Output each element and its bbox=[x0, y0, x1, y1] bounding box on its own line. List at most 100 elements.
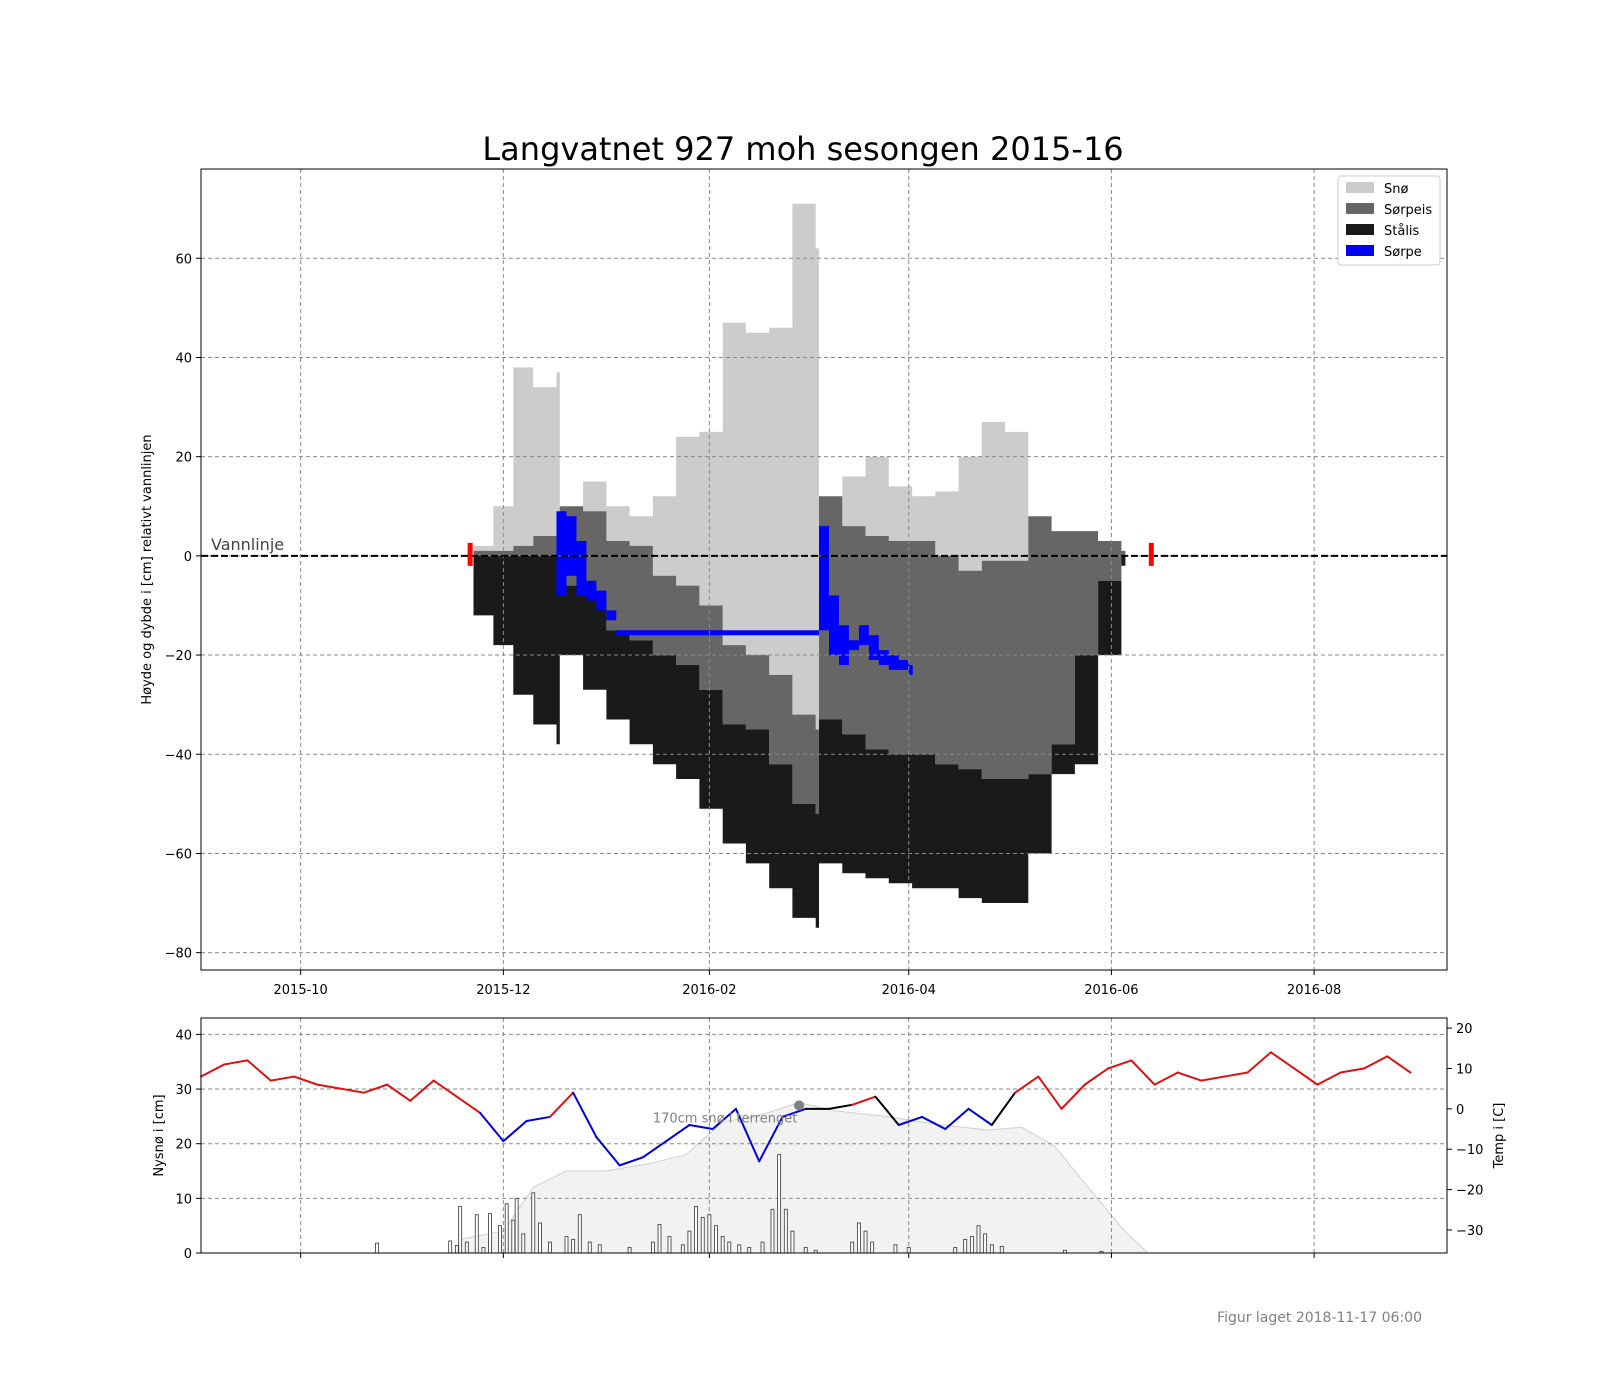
annotation-label: 170cm snø i terrenget bbox=[653, 1111, 797, 1126]
y-tick-label: 10 bbox=[175, 1192, 192, 1207]
temperature-segment bbox=[1246, 1051, 1272, 1074]
annotation-marker bbox=[794, 1100, 805, 1111]
y-tick-label: −80 bbox=[165, 947, 192, 962]
temperature-segment bbox=[874, 1095, 900, 1127]
legend-swatch-stalis bbox=[1346, 224, 1374, 235]
legend-swatch-sorpe bbox=[1346, 245, 1374, 256]
new-snow-bar bbox=[989, 1244, 994, 1254]
new-snow-bar bbox=[687, 1230, 692, 1254]
new-snow-bar bbox=[531, 1192, 536, 1254]
new-snow-bar bbox=[770, 1208, 775, 1254]
new-snow-bar bbox=[667, 1236, 672, 1254]
new-snow-bar bbox=[504, 1203, 509, 1254]
legend: Snø Sørpeis Stålis Sørpe bbox=[1337, 175, 1441, 266]
legend-label-stalis: Stålis bbox=[1384, 224, 1420, 239]
temperature-segment bbox=[269, 1075, 296, 1082]
new-snow-bar bbox=[700, 1217, 705, 1254]
new-snow-bar bbox=[976, 1225, 981, 1254]
temperature-segment bbox=[1293, 1067, 1319, 1086]
legend-label-sno: Snø bbox=[1384, 182, 1408, 197]
new-snow-bar bbox=[538, 1222, 542, 1254]
temperature-segment bbox=[990, 1091, 1017, 1127]
y-tick-label: 20 bbox=[175, 451, 192, 466]
plot-frame bbox=[200, 1017, 1448, 1254]
legend-swatch-sorpeis bbox=[1346, 203, 1374, 214]
new-snow-bar bbox=[906, 1247, 911, 1254]
y2-tick-label: −30 bbox=[1456, 1224, 1483, 1239]
new-snow-bar bbox=[498, 1225, 502, 1254]
temperature-segment bbox=[1130, 1059, 1156, 1086]
temperature-segment bbox=[362, 1083, 389, 1094]
temperature-segment bbox=[595, 1136, 621, 1167]
new-snow-bar bbox=[597, 1244, 602, 1254]
legend-swatch-sno bbox=[1346, 182, 1374, 193]
new-snow-bar bbox=[863, 1230, 868, 1254]
new-snow-bar bbox=[747, 1247, 752, 1254]
new-snow-bar bbox=[783, 1208, 788, 1254]
y-tick-label: 60 bbox=[175, 252, 192, 267]
new-snow-bar bbox=[547, 1241, 552, 1254]
temperature-segment bbox=[1037, 1075, 1063, 1110]
new-snow-bar bbox=[714, 1225, 718, 1254]
temperature-segment bbox=[1223, 1071, 1249, 1078]
new-snow-bar bbox=[564, 1236, 569, 1254]
temperature-segment bbox=[944, 1107, 970, 1131]
y-tick-label: 30 bbox=[175, 1083, 192, 1098]
y2-axis-label: Temp i [C] bbox=[1492, 1103, 1507, 1170]
temperature-segment bbox=[967, 1107, 993, 1127]
temperature-segment bbox=[432, 1079, 458, 1098]
new-snow-bar bbox=[999, 1246, 1004, 1254]
temperature-segment bbox=[781, 1107, 807, 1118]
temperature-segment bbox=[1060, 1083, 1086, 1110]
new-snow-bar bbox=[760, 1241, 765, 1254]
temperature-segment bbox=[409, 1079, 435, 1102]
new-snow-bar bbox=[680, 1244, 685, 1254]
temperature-segment bbox=[711, 1107, 737, 1131]
temperature-segment bbox=[246, 1059, 272, 1082]
temperature-segment bbox=[851, 1095, 877, 1106]
temperature-segment bbox=[502, 1119, 528, 1143]
y-tick-label: 0 bbox=[184, 1247, 192, 1262]
temperature-segment bbox=[734, 1107, 761, 1163]
x-tick-label: 2016-08 bbox=[1287, 983, 1341, 998]
y-tick-label: −40 bbox=[165, 748, 192, 763]
temperature-segment bbox=[1014, 1075, 1040, 1094]
new-snow-bar bbox=[856, 1222, 861, 1254]
temperature-segment bbox=[223, 1059, 249, 1066]
temperature-segment bbox=[200, 1063, 226, 1078]
new-snow-bar bbox=[727, 1241, 732, 1254]
x-tick-label: 2015-12 bbox=[476, 983, 530, 998]
temperature-segment bbox=[1083, 1067, 1110, 1086]
ice-marker bbox=[467, 542, 473, 566]
temperature-segment bbox=[665, 1124, 691, 1143]
legend-box bbox=[1337, 175, 1441, 266]
layer-sorpe bbox=[556, 511, 913, 675]
new-snow-bar bbox=[870, 1241, 875, 1254]
new-snow-bar bbox=[577, 1214, 582, 1254]
temperature-segment bbox=[1386, 1055, 1412, 1074]
chart-title: Langvatnet 927 moh sesongen 2015-16 bbox=[482, 130, 1123, 168]
x-tick-label: 2016-02 bbox=[682, 983, 736, 998]
new-snow-bar bbox=[375, 1242, 380, 1254]
new-snow-bar bbox=[720, 1236, 725, 1254]
x-tick-label: 2016-04 bbox=[882, 983, 936, 998]
new-snow-bar bbox=[850, 1241, 855, 1254]
x-tick-label: 2016-06 bbox=[1084, 983, 1138, 998]
new-snow-bar bbox=[737, 1244, 742, 1254]
y-tick-label: 0 bbox=[184, 550, 192, 565]
new-snow-bar bbox=[571, 1238, 576, 1254]
new-snow-bar bbox=[458, 1206, 463, 1254]
ice-marker bbox=[1148, 542, 1154, 566]
new-snow-bar bbox=[474, 1214, 479, 1254]
temperature-segment bbox=[1269, 1051, 1296, 1070]
layer-sno bbox=[473, 203, 1126, 730]
temperature-segment bbox=[1107, 1059, 1133, 1070]
new-snow-bar bbox=[657, 1224, 662, 1254]
plot-frame bbox=[200, 168, 1448, 971]
y2-tick-label: −20 bbox=[1456, 1184, 1483, 1199]
temperature-segment bbox=[1362, 1055, 1389, 1070]
temperature-segment bbox=[316, 1083, 342, 1090]
legend-label-sorpeis: Sørpeis bbox=[1384, 203, 1432, 218]
y-axis-label: Høyde og dybde i [cm] relativt vannlinje… bbox=[140, 434, 155, 704]
